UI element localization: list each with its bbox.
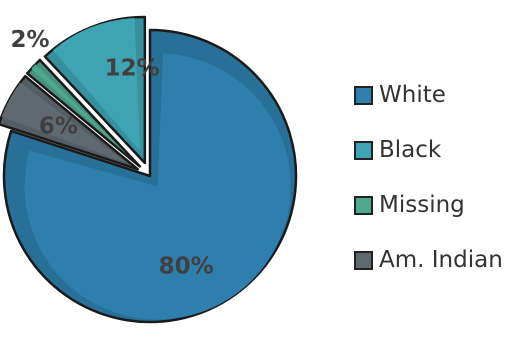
legend-swatch-missing — [354, 195, 373, 215]
legend-item-black: Black — [354, 136, 503, 164]
legend-swatch-am-indian — [354, 250, 373, 270]
data-label-am-indian: 6% — [39, 114, 78, 140]
legend-swatch-white — [354, 85, 373, 105]
legend-label-white: White — [379, 82, 446, 108]
legend-item-white: White — [354, 81, 503, 109]
data-label-white: 80% — [159, 253, 214, 279]
legend-label-am-indian: Am. Indian — [379, 247, 503, 273]
pie-slice-black — [43, 15, 147, 165]
pie-slice-am-indian — [0, 74, 139, 171]
pie-slice-white — [2, 28, 298, 324]
legend-label-black: Black — [379, 137, 442, 163]
data-label-black: 12% — [105, 55, 160, 81]
legend-swatch-black — [354, 140, 373, 160]
legend-label-missing: Missing — [379, 192, 465, 218]
legend-item-am-indian: Am. Indian — [354, 246, 503, 274]
legend-item-missing: Missing — [354, 191, 503, 219]
legend: White Black Missing Am. Indian — [354, 81, 503, 301]
pie-slice-missing — [26, 58, 142, 168]
data-label-missing: 2% — [10, 27, 49, 53]
